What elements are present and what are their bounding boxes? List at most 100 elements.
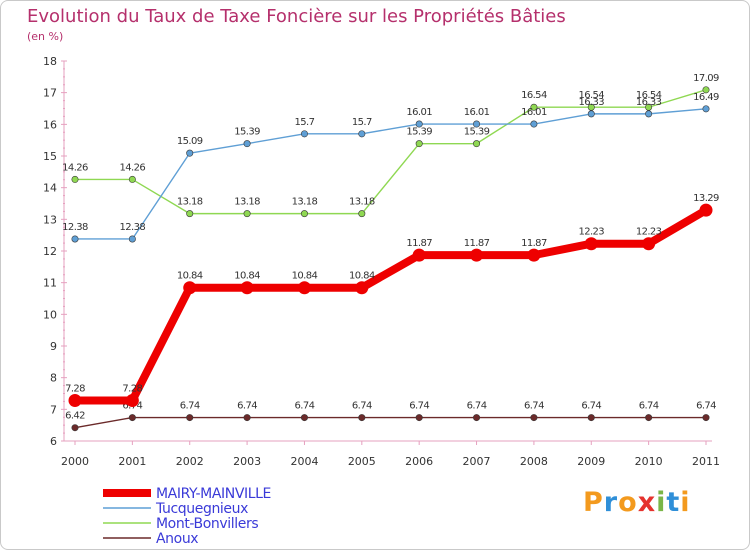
data-point-mont-bonvillers [702, 86, 710, 94]
x-tick-label: 2007 [463, 455, 491, 468]
data-point-tucquegnieux [415, 120, 423, 128]
data-point-mairy-mainville [470, 248, 484, 262]
data-label-mairy-mainville: 12.23 [578, 227, 604, 238]
data-label-mont-bonvillers: 13.18 [234, 197, 260, 208]
data-label-anoux: 6.74 [581, 401, 601, 412]
data-point-anoux [243, 414, 251, 422]
data-label-mont-bonvillers: 14.26 [120, 162, 146, 173]
data-label-tucquegnieux: 16.49 [693, 92, 719, 103]
data-label-tucquegnieux: 15.09 [177, 136, 203, 147]
logo-letter: i [656, 487, 667, 518]
x-tick-label: 2005 [348, 455, 376, 468]
data-label-mont-bonvillers: 17.09 [693, 73, 719, 84]
data-point-anoux [186, 414, 194, 422]
data-label-mont-bonvillers: 16.54 [578, 90, 604, 101]
data-label-anoux: 6.74 [409, 401, 429, 412]
data-point-mont-bonvillers [473, 140, 481, 148]
y-tick-label: 14 [43, 182, 57, 195]
data-label-mairy-mainville: 13.29 [693, 193, 719, 204]
data-label-mairy-mainville: 7.28 [122, 383, 142, 394]
data-label-tucquegnieux: 15.39 [234, 127, 260, 138]
data-label-tucquegnieux: 16.01 [406, 107, 432, 118]
series-line-tucquegnieux [74, 108, 707, 240]
x-tick-label: 2003 [233, 455, 261, 468]
x-tick-label: 2004 [290, 455, 318, 468]
data-label-anoux: 6.74 [180, 401, 200, 412]
data-label-mairy-mainville: 10.84 [349, 271, 375, 282]
data-label-tucquegnieux: 16.01 [521, 107, 547, 118]
y-tick-label: 10 [43, 308, 57, 321]
data-point-anoux [358, 414, 366, 422]
data-point-tucquegnieux [702, 105, 710, 113]
data-label-mairy-mainville: 10.84 [292, 271, 318, 282]
data-label-tucquegnieux: 15.7 [352, 117, 372, 128]
y-tick-label: 15 [43, 150, 57, 163]
data-label-mairy-mainville: 10.84 [177, 271, 203, 282]
data-label-mont-bonvillers: 15.39 [464, 127, 490, 138]
chart-title: Evolution du Taux de Taxe Foncière sur l… [27, 6, 566, 27]
data-label-anoux: 6.74 [237, 401, 257, 412]
data-point-anoux [473, 414, 481, 422]
data-point-tucquegnieux [587, 110, 595, 118]
data-point-anoux [587, 414, 595, 422]
y-tick-label: 9 [50, 340, 57, 353]
data-point-tucquegnieux [530, 120, 538, 128]
logo-letter: P [583, 487, 604, 518]
data-point-anoux [415, 414, 423, 422]
data-point-mairy-mainville [642, 237, 656, 251]
data-point-tucquegnieux [186, 149, 194, 157]
data-label-mairy-mainville: 7.28 [65, 383, 85, 394]
data-point-tucquegnieux [645, 110, 653, 118]
logo-letter: o [618, 487, 638, 518]
y-tick-label: 11 [43, 277, 57, 290]
data-point-anoux [530, 414, 538, 422]
x-tick-label: 2009 [577, 455, 605, 468]
data-point-anoux [300, 414, 308, 422]
data-point-mont-bonvillers [243, 210, 251, 218]
data-label-mont-bonvillers: 15.39 [406, 127, 432, 138]
data-point-tucquegnieux [128, 235, 136, 243]
series-line-mont-bonvillers [74, 89, 707, 215]
data-point-mairy-mainville [699, 203, 713, 217]
data-point-mont-bonvillers [128, 175, 136, 183]
data-label-anoux: 6.74 [639, 401, 659, 412]
y-tick-label: 6 [50, 435, 57, 448]
data-point-tucquegnieux [243, 140, 251, 148]
data-label-anoux: 6.42 [65, 411, 85, 422]
data-point-mairy-mainville [183, 281, 197, 295]
y-tick-label: 7 [50, 403, 57, 416]
data-label-mairy-mainville: 12.23 [636, 227, 662, 238]
logo-letter: i [680, 487, 691, 518]
data-label-tucquegnieux: 16.01 [464, 107, 490, 118]
logo-letter: t [666, 487, 681, 518]
data-point-tucquegnieux [300, 130, 308, 138]
legend-label: MAIRY-MAINVILLE [156, 486, 271, 502]
data-point-anoux [71, 424, 79, 432]
data-label-anoux: 6.74 [696, 401, 716, 412]
y-tick-label: 13 [43, 213, 57, 226]
legend-label: Tucquegnieux [155, 501, 248, 517]
data-label-mairy-mainville: 10.84 [234, 271, 260, 282]
data-point-mont-bonvillers [186, 210, 194, 218]
data-point-mairy-mainville [584, 237, 598, 251]
data-point-tucquegnieux [473, 120, 481, 128]
data-point-mairy-mainville [412, 248, 426, 262]
x-tick-label: 2000 [61, 455, 89, 468]
data-label-mont-bonvillers: 14.26 [62, 162, 88, 173]
data-label-anoux: 6.74 [467, 401, 487, 412]
data-label-mairy-mainville: 11.87 [521, 238, 547, 249]
data-label-anoux: 6.74 [352, 401, 372, 412]
y-tick-label: 8 [50, 372, 57, 385]
data-point-mairy-mainville [125, 393, 139, 407]
data-label-mont-bonvillers: 13.18 [292, 197, 318, 208]
data-point-mont-bonvillers [415, 140, 423, 148]
data-label-tucquegnieux: 12.38 [120, 222, 146, 233]
chart-subtitle: (en %) [27, 30, 64, 43]
legend-label: Anoux [156, 531, 198, 547]
data-point-mairy-mainville [240, 281, 254, 295]
data-point-mairy-mainville [68, 393, 82, 407]
data-label-mont-bonvillers: 16.54 [521, 90, 547, 101]
data-point-mont-bonvillers [300, 210, 308, 218]
y-tick-label: 16 [43, 118, 57, 131]
